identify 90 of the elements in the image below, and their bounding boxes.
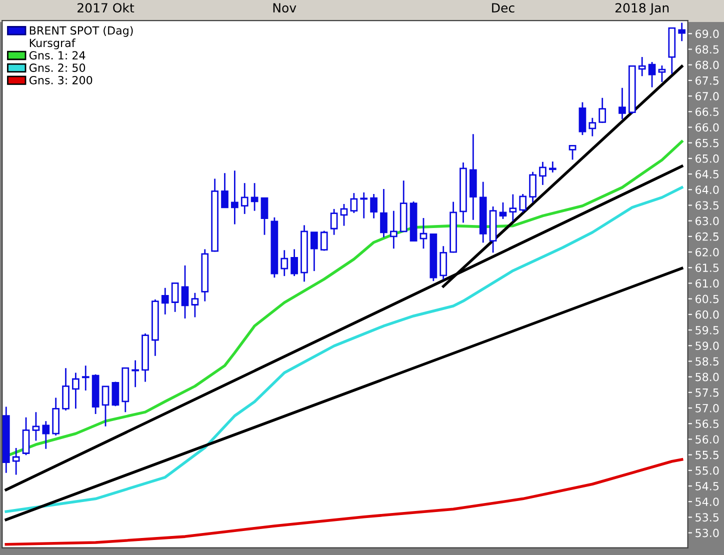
y-tick-label: 60.5: [696, 294, 719, 304]
legend-label: Gns. 1: 24: [29, 51, 86, 60]
legend-label: Gns. 3: 200: [29, 76, 92, 84]
y-tick-label: 66.0: [696, 123, 719, 132]
candlestick: [380, 188, 388, 238]
candlestick: [350, 192, 358, 214]
candlestick: [509, 194, 517, 222]
y-tick-label: 62.5: [696, 232, 719, 241]
x-tick-label: Nov: [273, 3, 296, 13]
candlestick: [22, 416, 30, 456]
candlestick: [250, 182, 258, 212]
y-tick-label: 63.5: [696, 201, 719, 210]
y-tick-label: 55.5: [696, 450, 719, 460]
candlestick: [240, 182, 248, 215]
candlestick: [340, 203, 348, 227]
y-tick-label: 59.0: [696, 342, 719, 350]
candlestick: [290, 248, 298, 277]
y-tick-label: 65.0: [696, 154, 719, 163]
y-tick-label: 63.0: [696, 216, 719, 226]
line-series: [4, 458, 684, 546]
candlestick: [618, 87, 626, 120]
candlestick: [658, 64, 666, 83]
y-tick-label: 57.0: [696, 404, 719, 412]
candlestick: [72, 372, 80, 410]
candlestick: [678, 22, 686, 42]
candlestick: [102, 386, 110, 428]
y-tick-label: 58.5: [696, 357, 719, 366]
candlestick: [161, 287, 169, 316]
y-tick-label: 53.0: [696, 528, 719, 538]
candlestick: [132, 360, 139, 388]
candlestick: [568, 144, 576, 160]
x-tick-label: Dec: [492, 3, 514, 13]
y-tick-label: 68.5: [696, 45, 719, 54]
candlestick: [390, 210, 398, 250]
candlestick: [260, 197, 268, 236]
candlestick: [648, 61, 656, 88]
candlestick: [440, 245, 448, 280]
y-tick-label: 57.5: [696, 388, 719, 397]
candlestick: [548, 160, 556, 174]
candlestick: [598, 97, 606, 124]
candlestick: [420, 217, 428, 250]
y-tick-label: 54.5: [696, 482, 719, 490]
y-tick-label: 69.0: [696, 30, 719, 38]
candlestick: [578, 102, 586, 136]
candlestick: [529, 171, 536, 204]
y-tick-label: 67.5: [696, 76, 719, 85]
candlestick: [360, 192, 368, 220]
y-tick-label: 59.5: [696, 326, 719, 334]
x-tick-label: 2017 Okt: [78, 2, 134, 13]
candlestick: [310, 232, 318, 272]
candlestick: [171, 282, 179, 313]
candlestick: [370, 193, 378, 220]
candlestick: [32, 411, 40, 442]
candlestick: [519, 193, 527, 214]
candlestick: [12, 447, 20, 476]
y-tick-label: 65.5: [696, 138, 719, 148]
y-tick-label: 64.0: [696, 186, 719, 194]
candlestick: [280, 249, 288, 277]
y-tick-label: 62.0: [696, 248, 719, 256]
y-tick-label: 53.5: [696, 513, 719, 522]
candlestick: [499, 202, 507, 220]
candlestick: [638, 56, 646, 77]
y-tick-label: 56.0: [696, 435, 719, 444]
y-tick-label: 55.0: [696, 466, 719, 475]
legend-label: Gns. 2: 50: [29, 64, 86, 72]
candlestick: [221, 172, 228, 208]
candlestick: [588, 117, 596, 137]
y-tick-label: 66.5: [696, 108, 719, 116]
y-tick-label: 67.0: [696, 92, 719, 100]
candlestick: [181, 264, 189, 320]
candlestick: [320, 230, 328, 252]
y-tick-label: 64.5: [696, 170, 719, 178]
y-tick-label: 61.5: [696, 264, 719, 272]
candlestick: [112, 381, 120, 407]
y-tick-label: 60.0: [696, 310, 719, 319]
y-tick-label: 58.0: [696, 372, 719, 382]
annotation: Kursgraf: [30, 38, 76, 50]
candlestick: [539, 161, 546, 186]
y-tick-label: 54.0: [696, 498, 719, 506]
y-tick-label: 68.0: [696, 60, 719, 70]
legend-label: BRENT SPOT (Dag): [30, 26, 133, 37]
candlestick: [82, 364, 90, 392]
x-tick-label: 2018 Jan: [615, 3, 669, 15]
y-tick-label: 61.0: [696, 279, 719, 288]
candlestick: [42, 420, 50, 450]
candlestick: [231, 170, 238, 225]
candlestick: [62, 367, 70, 412]
candlestick: [191, 292, 199, 318]
candlestick: [330, 208, 338, 236]
y-tick-label: 56.5: [696, 420, 719, 428]
